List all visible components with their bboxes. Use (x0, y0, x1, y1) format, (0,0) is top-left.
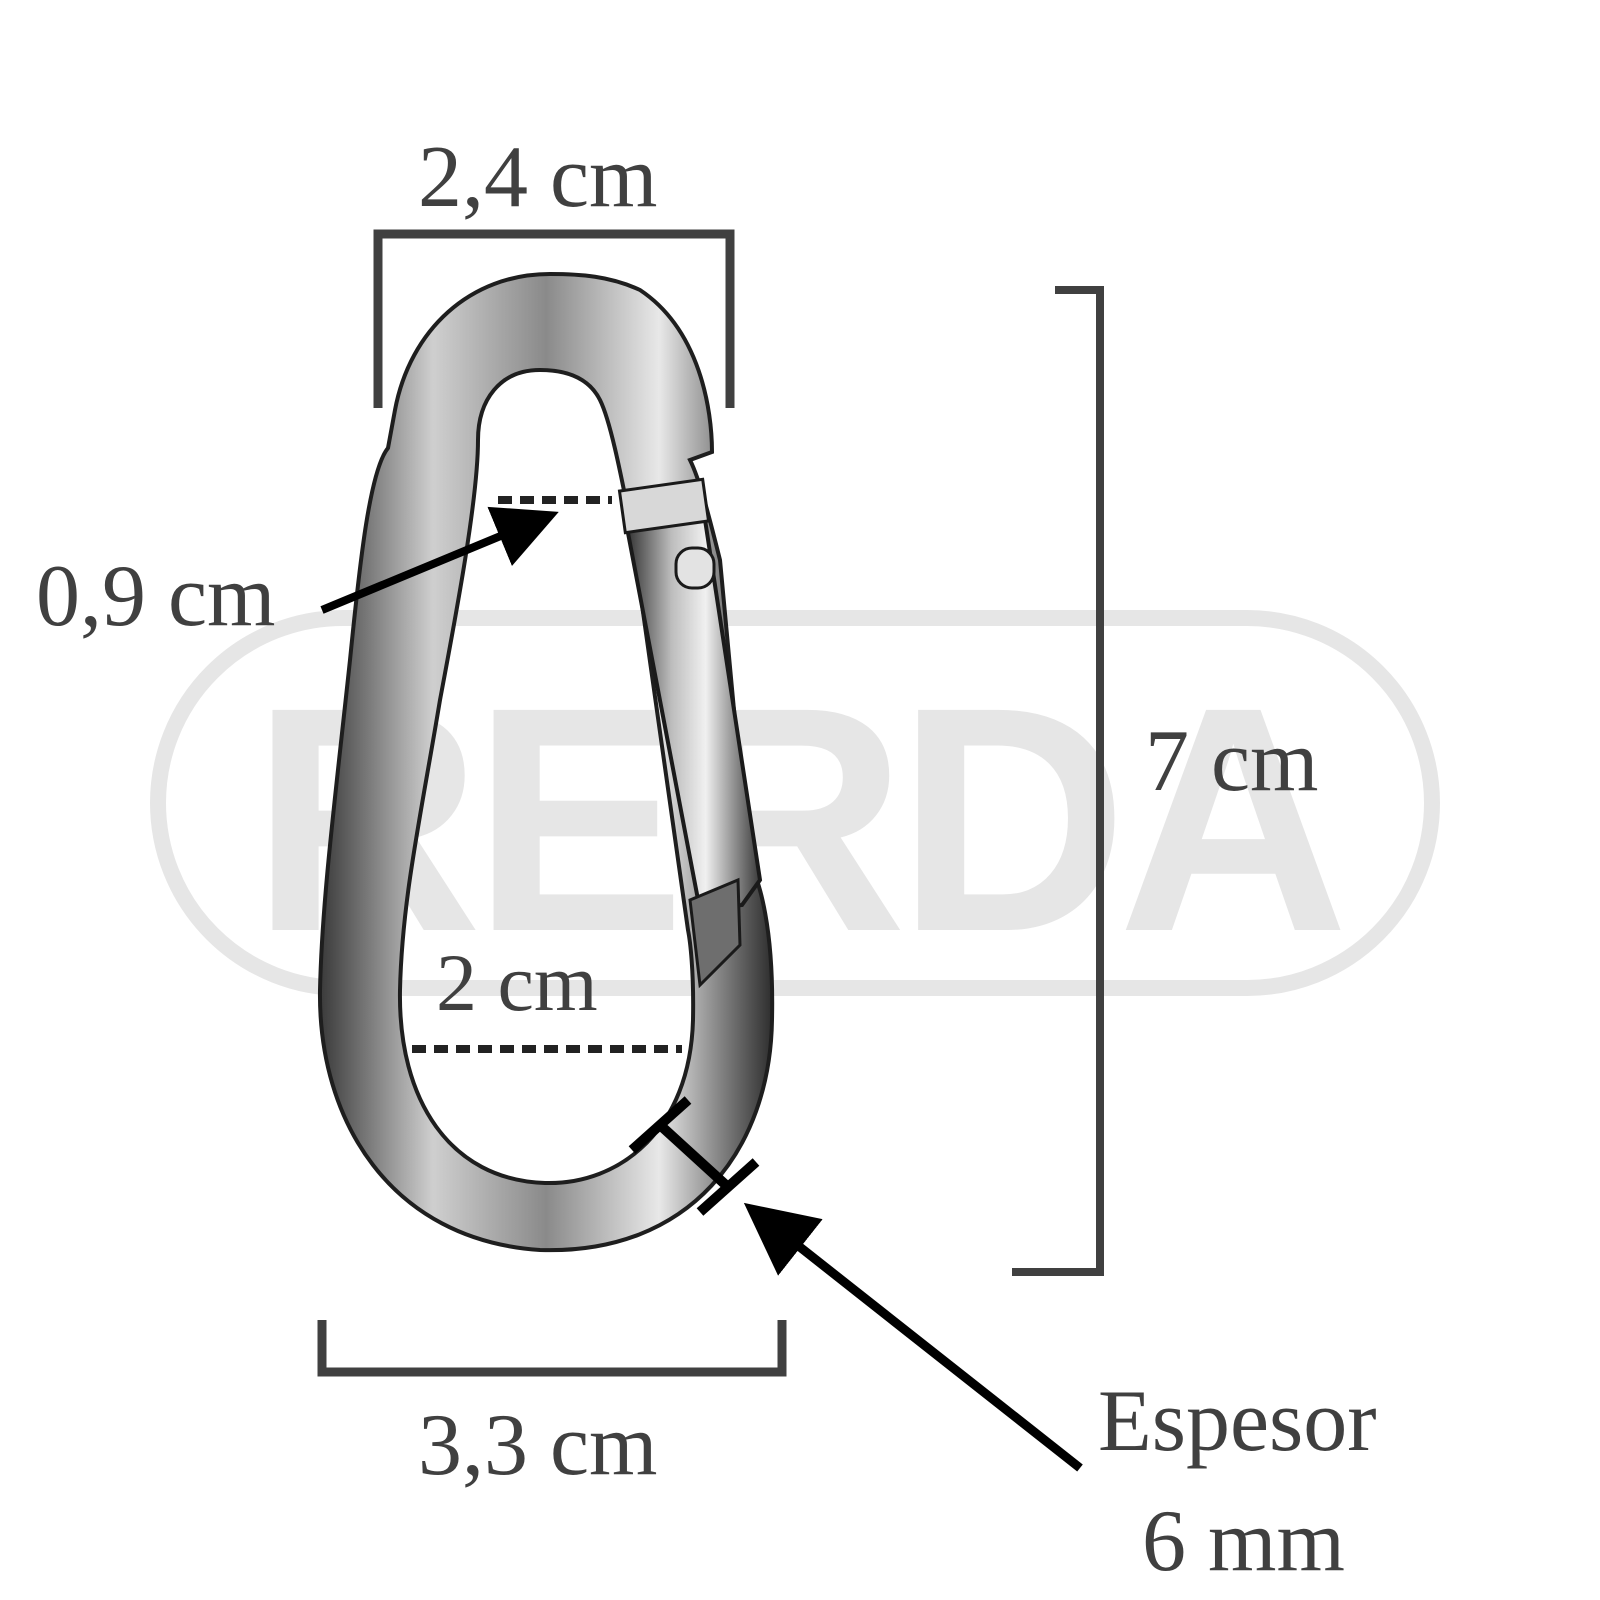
height-label: 7 cm (1145, 713, 1319, 810)
thickness-title-label: Espesor (1098, 1373, 1377, 1470)
thickness-leader-arrow (743, 1202, 1083, 1472)
top-width-bracket (373, 229, 735, 408)
thickness-marker (628, 1096, 1083, 1472)
inner-width-label: 2 cm (436, 937, 598, 1028)
height-bracket (1012, 286, 1104, 1276)
gap-width-label: 0,9 cm (36, 548, 276, 645)
gate-pin (674, 546, 716, 590)
gap-leader-arrow (320, 506, 559, 614)
top-width-label: 2,4 cm (418, 129, 658, 226)
watermark-frame (150, 610, 1440, 996)
bottom-width-label: 3,3 cm (418, 1397, 658, 1494)
carabiner (317, 271, 775, 1253)
thickness-value-label: 6 mm (1142, 1493, 1345, 1590)
gate-collar (617, 477, 711, 535)
bottom-width-bracket (317, 1320, 787, 1377)
gate-tip (688, 877, 742, 989)
